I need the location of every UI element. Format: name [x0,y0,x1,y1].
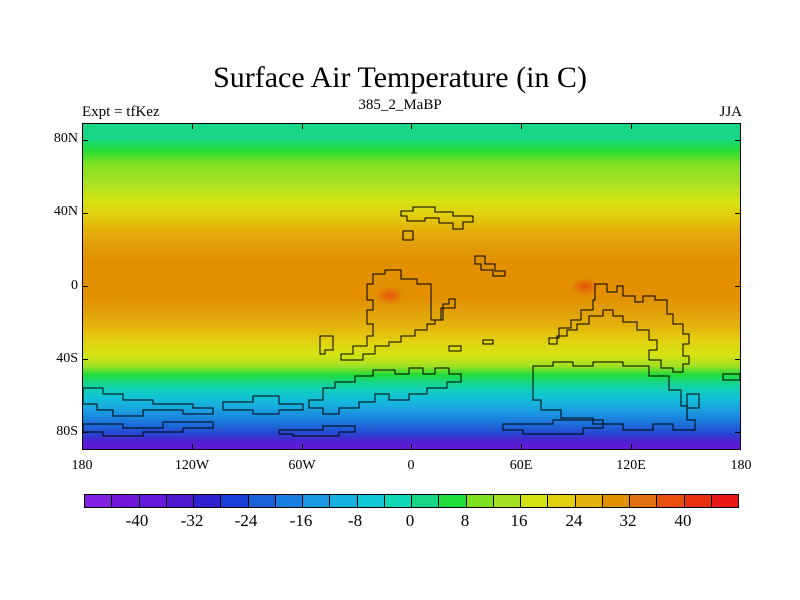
coastline-asia-south [548,283,690,373]
colorbar-swatch [275,495,303,507]
coastline-east-block [686,393,700,409]
colorbar-swatch [357,495,385,507]
coastline-eurasia-north [400,206,474,230]
coastline-antarctic-mid [222,395,304,415]
lon-tick [521,123,522,129]
colorbar-label: -32 [180,511,204,530]
colorbar-label: 0 [405,511,415,530]
lon-label-60e: 60E [509,458,533,473]
lon-label-60w: 60W [288,458,316,473]
temperature-map [83,124,740,449]
lon-tick [411,123,412,129]
lat-tick [735,213,741,214]
lat-label-40s: 40S [56,351,78,366]
lat-tick [735,140,741,141]
lon-tick [631,444,632,450]
lat-tick [82,359,88,360]
colorbar-swatch [384,495,412,507]
colorbar-label: -40 [125,511,149,530]
coastline-island-d [482,339,494,345]
coastline-island-a [402,230,414,241]
colorbar-swatch [575,495,603,507]
lon-label-180w: 180 [71,458,93,473]
coastline-south-strip [83,421,214,437]
lon-tick [192,444,193,450]
colorbar-swatch [194,495,222,507]
colorbar-swatch [521,495,549,507]
colorbar-label: 24 [565,511,583,530]
lon-label-120w: 120W [174,458,210,473]
lon-tick [192,123,193,129]
colorbar-swatch [684,495,712,507]
lat-tick [82,213,88,214]
lat-label-80s: 80S [56,424,78,439]
colorbar-swatch [602,495,630,507]
colorbar-label: -24 [234,511,258,530]
colorbar-swatch [466,495,494,507]
lon-tick [521,444,522,450]
coastline-east-island [722,373,740,381]
colorbar-swatch [630,495,658,507]
coastline-small-landmass [319,335,334,355]
coastline-antarctic-east [532,361,696,431]
colorbar-label: 32 [619,511,637,530]
lat-tick [735,432,741,433]
colorbar-swatch [548,495,576,507]
lon-label-180e: 180 [730,458,752,473]
colorbar-swatch [439,495,467,507]
colorbar-swatch [493,495,521,507]
season-label: JJA [719,104,742,120]
colorbar-label: 8 [460,511,470,530]
coastline-africa [340,269,456,361]
colorbar-swatch [139,495,167,507]
colorbar-label: -8 [347,511,363,530]
lon-tick [631,123,632,129]
lon-tick [411,444,412,450]
page-title: Surface Air Temperature (in C) [213,61,587,94]
colorbar-label: 40 [674,511,692,530]
colorbar-swatch [248,495,276,507]
coastline-island-c [448,345,462,352]
lat-tick [82,432,88,433]
lat-label-0: 0 [71,278,78,293]
lon-tick [302,123,303,129]
colorbar-swatch [711,495,738,507]
colorbar [84,494,739,508]
colorbar-label: -16 [289,511,313,530]
colorbar-swatch [112,495,140,507]
lat-tick [735,286,741,287]
experiment-label: Expt = tfKez [82,104,160,120]
lat-tick [735,359,741,360]
coastline-antarctic-central [308,367,462,415]
colorbar-swatch [330,495,358,507]
lat-label-40n: 40N [53,204,78,219]
lat-tick [82,286,88,287]
lon-tick [302,444,303,450]
coastlines [83,206,740,437]
coastline-south-central [278,425,356,437]
coastline-island-b [474,255,506,277]
map-frame [82,123,741,450]
lon-label-120e: 120E [616,458,646,473]
hot-spot [375,286,404,305]
colorbar-swatch [657,495,685,507]
temperature-field [83,124,740,449]
coastline-south-east [502,419,604,435]
colorbar-swatch [85,495,113,507]
hot-spots [375,277,599,305]
colorbar-swatch [166,495,194,507]
colorbar-label: 16 [510,511,528,530]
colorbar-swatch [412,495,440,507]
coastline-antarctic-west [83,387,214,417]
colorbar-swatch [303,495,331,507]
hot-spot [570,277,599,296]
lat-tick [82,140,88,141]
colorbar-swatch [221,495,249,507]
lat-label-80n: 80N [53,131,78,146]
subtitle: 385_2_MaBP [358,97,442,113]
lon-label-0: 0 [407,458,415,473]
